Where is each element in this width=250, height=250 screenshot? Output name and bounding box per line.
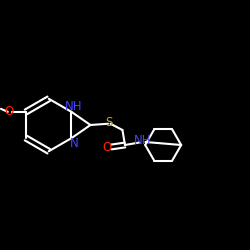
Text: N: N	[70, 137, 78, 150]
Text: NH: NH	[65, 100, 82, 114]
Text: NH: NH	[134, 134, 151, 147]
Text: S: S	[105, 116, 112, 129]
Text: O: O	[5, 106, 14, 118]
Text: O: O	[102, 141, 112, 154]
